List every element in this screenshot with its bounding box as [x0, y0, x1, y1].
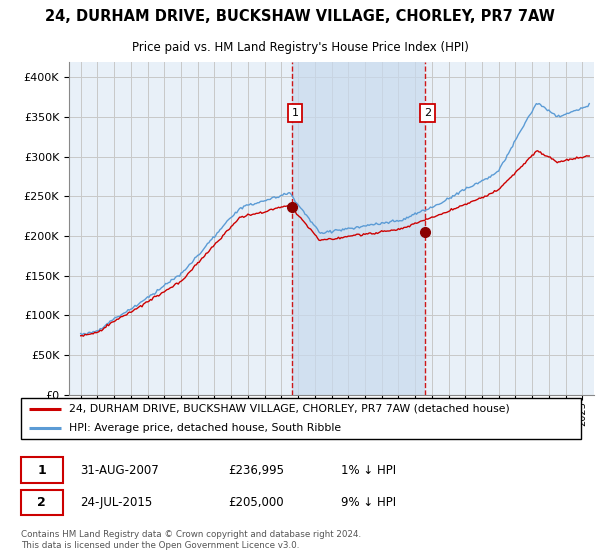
Text: HPI: Average price, detached house, South Ribble: HPI: Average price, detached house, Sout…: [69, 423, 341, 433]
Text: Contains HM Land Registry data © Crown copyright and database right 2024.
This d: Contains HM Land Registry data © Crown c…: [21, 530, 361, 549]
Bar: [292, 62, 425, 395]
Text: £236,995: £236,995: [228, 464, 284, 477]
Text: £205,000: £205,000: [228, 496, 283, 509]
Text: 1: 1: [37, 464, 46, 477]
Text: 24, DURHAM DRIVE, BUCKSHAW VILLAGE, CHORLEY, PR7 7AW: 24, DURHAM DRIVE, BUCKSHAW VILLAGE, CHOR…: [45, 9, 555, 24]
FancyBboxPatch shape: [21, 399, 581, 439]
Text: 24, DURHAM DRIVE, BUCKSHAW VILLAGE, CHORLEY, PR7 7AW (detached house): 24, DURHAM DRIVE, BUCKSHAW VILLAGE, CHOR…: [69, 404, 510, 414]
Text: 1: 1: [292, 108, 299, 118]
FancyBboxPatch shape: [21, 457, 64, 483]
Text: 31-AUG-2007: 31-AUG-2007: [80, 464, 159, 477]
Text: Price paid vs. HM Land Registry's House Price Index (HPI): Price paid vs. HM Land Registry's House …: [131, 41, 469, 54]
FancyBboxPatch shape: [21, 489, 64, 515]
Text: 9% ↓ HPI: 9% ↓ HPI: [341, 496, 397, 509]
Text: 2: 2: [424, 108, 431, 118]
Text: 24-JUL-2015: 24-JUL-2015: [80, 496, 152, 509]
Text: 2: 2: [37, 496, 46, 509]
Text: 1% ↓ HPI: 1% ↓ HPI: [341, 464, 397, 477]
